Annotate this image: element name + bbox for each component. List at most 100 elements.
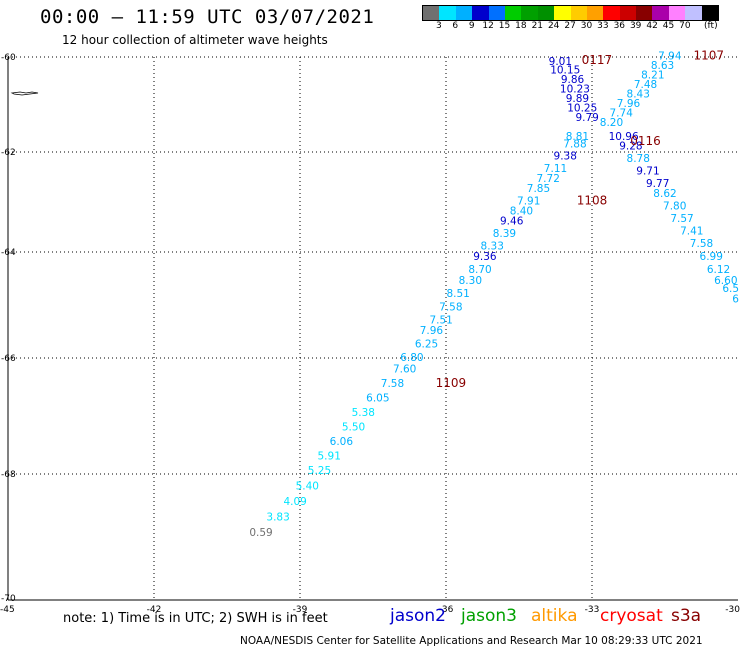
coastline-fragment <box>10 91 39 96</box>
pass-time-label: 1109 <box>436 376 467 390</box>
colorbar-swatch <box>619 6 637 20</box>
colorbar-swatch <box>586 6 604 20</box>
colorbar-tick-label: 36 <box>613 21 626 31</box>
swh-value-label: 6.25 <box>415 338 438 350</box>
latitude-tick-label: -68 <box>1 470 16 480</box>
colorbar-swatch <box>685 6 702 20</box>
latitude-tick-label: -64 <box>1 248 16 258</box>
latitude-tick-label: -66 <box>1 354 16 364</box>
swh-value-label: 6 <box>732 293 739 305</box>
swh-value-label: 9.36 <box>473 251 497 263</box>
swh-value-label: 5.40 <box>296 481 319 493</box>
colorbar-tick-labels: 3 6 9 12 15 18 21 24 27 30 33 36 39 42 45 70 (ft) <box>422 21 740 33</box>
swh-value-label: 3.83 <box>266 512 289 524</box>
swh-value-label: 10.25 <box>567 103 597 115</box>
colorbar-tick-label: 18 <box>515 21 527 31</box>
swh-value-label: 6.99 <box>700 251 723 263</box>
colorbar-swatch <box>652 6 669 20</box>
colorbar-tick-label: 30 <box>580 21 593 31</box>
colorbar-swatch <box>504 6 522 20</box>
swh-value-label: 7.51 <box>429 315 452 327</box>
swh-value-label: 8.81 <box>566 131 589 143</box>
swh-value-label: 0.59 <box>249 527 272 539</box>
colorbar-swatch <box>701 6 719 20</box>
colorbar-swatch <box>570 6 587 20</box>
colorbar-tick-label: 42 <box>646 21 658 31</box>
graticule <box>7 56 738 601</box>
swh-value-label: 7.58 <box>690 238 713 250</box>
swh-value-label: 7.85 <box>527 183 550 195</box>
latitude-tick-label: -70 <box>1 594 16 604</box>
colorbar-swatch <box>472 6 489 20</box>
swh-value-label: 8.39 <box>493 228 516 240</box>
swh-value-label: 8.78 <box>627 153 650 165</box>
legend-item-s3a: s3a <box>671 606 702 626</box>
swh-value-label: 7.58 <box>381 378 404 390</box>
colorbar-tick-label: 15 <box>498 21 511 31</box>
colorbar-swatch <box>537 6 555 20</box>
longitude-tick-label: -36 <box>439 605 454 615</box>
swh-value-label: 8.63 <box>651 60 674 72</box>
longitude-tick-label: -39 <box>293 605 308 615</box>
swh-value-label: 8.21 <box>641 69 664 81</box>
swh-value-label: 5.25 <box>308 465 331 477</box>
axis-tick-labels: -60 -62 -64 -66 -68 -70-45 -42 -39 -36 -33 -30 <box>0 53 740 615</box>
swh-value-label: 8.62 <box>653 188 676 200</box>
swh-value-label: 5.38 <box>352 407 375 419</box>
longitude-tick-label: -33 <box>585 605 600 615</box>
swh-value-label: 8.30 <box>459 275 482 287</box>
credit-footer: NOAA/NESDIS Center for Satellite Applica… <box>240 635 703 647</box>
swh-data-points: 9.0110.159.8610.239.8910.259.798.817.889… <box>249 50 739 539</box>
swh-value-label: 7.41 <box>680 226 703 238</box>
swh-value-label: 10.23 <box>560 84 590 96</box>
colorbar-tick-label: 24 <box>547 21 560 31</box>
swh-value-label: 7.57 <box>670 213 693 225</box>
swh-value-label: 6.80 <box>400 352 423 364</box>
swh-value-label: 9.86 <box>561 74 585 86</box>
swh-value-label: 10.96 <box>609 131 639 143</box>
longitude-tick-label: -45 <box>0 605 15 615</box>
swh-value-label: 9.46 <box>500 216 524 228</box>
swh-value-label: 7.94 <box>658 50 682 62</box>
swh-value-label: 8.70 <box>468 264 491 276</box>
latitude-tick-label: -60 <box>1 53 16 63</box>
colorbar-swatch <box>636 6 653 20</box>
colorbar-swatch <box>554 6 571 20</box>
colorbar-tick-label: 6 <box>452 21 459 31</box>
swh-value-label: 7.60 <box>393 364 416 376</box>
swh-value-label: 7.74 <box>610 107 634 119</box>
swh-value-label: 9.38 <box>554 151 577 163</box>
swh-value-label: 9.28 <box>619 141 642 153</box>
colorbar-tick-label: 33 <box>597 21 609 31</box>
swh-value-label: 7.96 <box>420 325 444 337</box>
swh-value-label: 6.60 <box>714 275 737 287</box>
swh-value-label: 7.11 <box>544 163 567 175</box>
wave-height-colorbar <box>422 5 720 21</box>
footnote: note: 1) Time is in UTC; 2) SWH is in fe… <box>63 611 328 626</box>
swh-value-label: 7.58 <box>439 301 462 313</box>
swh-value-label: 8.51 <box>446 288 469 300</box>
swh-value-label: 8.40 <box>510 206 533 218</box>
swh-value-label: 7.72 <box>537 173 560 185</box>
figure-subtitle: 12 hour collection of altimeter wave hei… <box>62 33 328 47</box>
pass-time-labels: 0117 1107 0116 1108 1109 <box>436 48 724 390</box>
colorbar-tick-label: 12 <box>482 21 494 31</box>
pass-time-label: 0116 <box>630 134 661 148</box>
swh-value-label: 6.12 <box>707 264 730 276</box>
legend-item-jason2: jason2 <box>390 606 446 626</box>
colorbar-tick-label: 21 <box>531 21 544 31</box>
colorbar-swatch <box>455 6 473 20</box>
pass-time-label: 1107 <box>694 48 725 62</box>
swh-value-label: 7.80 <box>663 201 686 213</box>
colorbar-tick-label: 9 <box>468 21 475 31</box>
swh-value-label: 7.88 <box>563 138 586 150</box>
swh-value-label: 8.33 <box>481 241 504 253</box>
colorbar-swatch <box>488 6 505 20</box>
swh-value-label: 9.79 <box>575 112 598 124</box>
swh-value-label: 9.01 <box>549 56 572 68</box>
swh-value-label: 9.77 <box>646 178 669 190</box>
swh-value-label: 5.50 <box>342 422 365 434</box>
longitude-tick-label: -30 <box>725 605 740 615</box>
